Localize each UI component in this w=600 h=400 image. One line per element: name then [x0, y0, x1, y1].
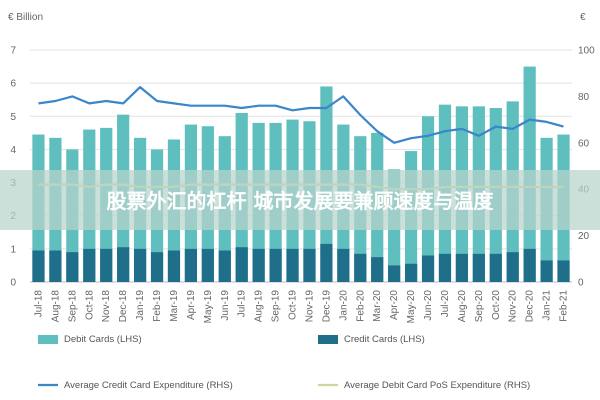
x-tick-label: Apr-19: [186, 290, 197, 320]
right-tick-label: 100: [578, 46, 595, 57]
credit-bar: [371, 257, 384, 282]
credit-bar: [337, 248, 350, 282]
credit-bar: [167, 250, 181, 282]
x-tick-label: Sep-18: [67, 290, 78, 323]
left-tick-label: 7: [10, 46, 16, 57]
x-tick-label: Jan-21: [542, 290, 553, 321]
left-axis: 01234567: [10, 46, 16, 289]
banner-background: [0, 170, 600, 230]
x-tick-label: May-20: [406, 290, 417, 324]
credit-bar: [66, 252, 79, 282]
credit-bar: [184, 248, 198, 282]
x-tick-label: Nov-20: [508, 290, 519, 323]
x-tick-label: Jul-19: [237, 290, 248, 318]
x-tick-label: Sep-20: [474, 290, 485, 323]
x-tick-label: Oct-18: [84, 290, 95, 320]
x-tick-label: Jul-20: [440, 290, 451, 318]
credit-bar: [235, 247, 248, 282]
right-axis: 020406080100: [578, 46, 595, 289]
credit-bar: [218, 250, 231, 282]
credit-bar: [32, 250, 45, 282]
legend-label: Average Debit Card PoS Expenditure (RHS): [344, 380, 530, 391]
credit-bar: [557, 260, 570, 282]
credit-bar: [455, 253, 469, 282]
credit-bar: [252, 248, 265, 282]
credit-bar: [489, 253, 502, 282]
right-tick-label: 80: [578, 92, 590, 103]
credit-bar: [540, 260, 553, 282]
credit-bar: [100, 248, 113, 282]
credit-bar: [421, 255, 435, 282]
credit-bar: [523, 248, 536, 282]
x-axis: Jul-18 Aug-18 Sep-18 Oct-18 Nov-18 Dec-18 Jan-…: [33, 290, 569, 324]
x-tick-label: Oct-20: [491, 290, 502, 320]
legend: Debit Cards (LHS) Credit Cards (LHS) Avera…: [38, 334, 530, 391]
left-tick-label: 1: [10, 244, 16, 255]
credit-bar: [49, 250, 62, 282]
x-tick-label: Feb-21: [559, 290, 570, 322]
right-tick-label: 20: [578, 231, 590, 242]
x-tick-label: Dec-19: [321, 290, 332, 323]
credit-bar: [133, 248, 147, 282]
legend-label: Debit Cards (LHS): [64, 334, 142, 345]
credit-bar: [303, 248, 316, 282]
x-tick-label: Apr-20: [389, 290, 400, 320]
credit-bar: [286, 248, 299, 282]
credit-bars: [32, 243, 570, 282]
banner: 股票外汇的杠杆 城市发展要兼顾速度与温度: [0, 170, 600, 230]
credit-bar: [83, 248, 96, 282]
x-tick-label: Jul-18: [33, 290, 44, 318]
legend-swatch: [38, 335, 58, 344]
x-tick-label: Nov-19: [304, 290, 315, 323]
x-tick-label: May-19: [203, 290, 214, 324]
x-tick-label: Feb-19: [152, 290, 163, 322]
left-axis-title: € Billion: [8, 12, 43, 23]
credit-bar: [388, 265, 401, 282]
legend-swatch: [318, 335, 338, 344]
x-tick-label: Jan-19: [135, 290, 146, 321]
right-tick-label: 60: [578, 138, 590, 149]
credit-bar: [354, 253, 367, 282]
banner-text: 股票外汇的杠杆 城市发展要兼顾速度与温度: [107, 189, 495, 213]
credit-bar: [472, 253, 485, 282]
x-tick-label: Jan-20: [338, 290, 349, 321]
x-tick-label: Mar-19: [169, 290, 180, 322]
left-tick-label: 6: [10, 79, 16, 90]
right-axis-title: €: [580, 12, 586, 23]
x-tick-label: Aug-19: [254, 290, 265, 323]
credit-bar: [438, 253, 452, 282]
right-tick-label: 0: [578, 278, 584, 289]
credit-bar: [201, 248, 214, 282]
x-tick-label: Dec-18: [118, 290, 129, 323]
x-tick-label: Feb-20: [355, 290, 366, 322]
legend-label: Average Credit Card Expenditure (RHS): [64, 380, 233, 391]
legend-label: Credit Cards (LHS): [344, 334, 425, 345]
left-tick-label: 0: [10, 278, 16, 289]
x-tick-label: Dec-20: [525, 290, 536, 323]
x-tick-label: Oct-19: [288, 290, 299, 320]
credit-bar: [506, 252, 519, 282]
x-tick-label: Mar-20: [372, 290, 383, 322]
x-tick-label: Nov-18: [101, 290, 112, 323]
avg-credit-expenditure-line: [38, 85, 564, 144]
left-tick-label: 5: [10, 112, 16, 123]
x-tick-label: Sep-19: [271, 290, 282, 323]
credit-bar: [404, 263, 418, 282]
credit-bar: [150, 252, 164, 282]
credit-bar: [117, 247, 130, 282]
x-tick-label: Aug-20: [457, 290, 468, 323]
credit-bar: [320, 243, 333, 282]
left-tick-label: 4: [10, 145, 16, 156]
x-tick-label: Aug-18: [50, 290, 61, 323]
x-tick-label: Jun-20: [423, 290, 434, 321]
x-tick-label: Jun-19: [220, 290, 231, 321]
credit-bar: [269, 248, 282, 282]
